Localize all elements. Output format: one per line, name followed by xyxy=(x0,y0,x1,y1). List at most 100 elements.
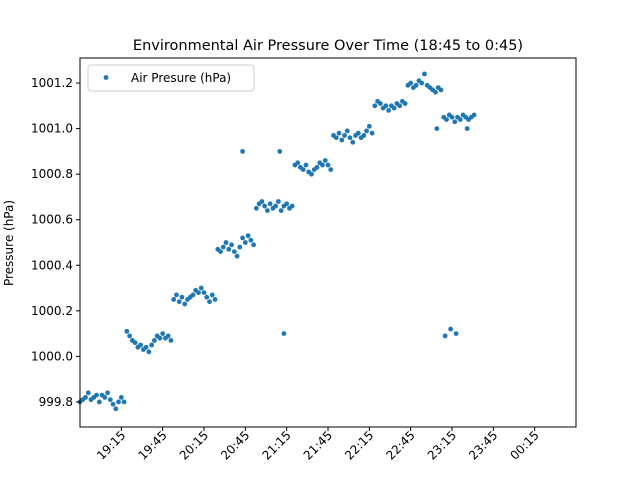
data-point xyxy=(471,112,477,118)
data-point xyxy=(242,240,248,245)
data-point xyxy=(372,103,378,109)
data-point xyxy=(262,203,268,209)
legend-marker xyxy=(103,75,109,80)
data-point xyxy=(204,294,210,300)
data-point xyxy=(179,294,185,300)
y-tick-label: 1001.0 xyxy=(31,122,73,136)
data-point xyxy=(160,331,166,337)
data-point xyxy=(152,338,157,343)
data-point xyxy=(212,297,218,302)
y-ticks: 999.8 1000.0 1000.2 1000.4 1000.6 1000.8 1001.… xyxy=(31,76,80,409)
data-point xyxy=(157,335,163,341)
data-point xyxy=(448,326,454,332)
data-point xyxy=(438,87,444,93)
data-point xyxy=(300,167,306,173)
data-point xyxy=(190,292,196,298)
data-point xyxy=(146,349,152,355)
data-point xyxy=(322,158,328,163)
data-point xyxy=(196,290,201,296)
data-point xyxy=(174,292,179,298)
legend-entry-label: Air Presure (hPa) xyxy=(131,71,231,85)
data-point xyxy=(223,240,229,245)
data-point xyxy=(116,399,121,405)
y-axis-label: Pressure (hPa) xyxy=(2,200,16,286)
data-point xyxy=(127,333,132,339)
data-point xyxy=(397,103,403,109)
data-point xyxy=(419,80,425,86)
data-point xyxy=(434,126,440,132)
data-point xyxy=(231,249,237,255)
data-point xyxy=(251,242,256,248)
legend-box xyxy=(87,64,255,92)
legend: Air Presure (hPa) xyxy=(87,64,255,92)
data-point xyxy=(138,342,144,348)
y-tick-label: 1000.8 xyxy=(31,167,73,181)
data-point xyxy=(83,394,88,400)
data-point xyxy=(165,333,171,339)
data-point xyxy=(328,167,334,173)
chart-title: Environmental Air Pressure Over Time (18… xyxy=(133,38,523,54)
data-point xyxy=(198,285,204,291)
data-point xyxy=(391,105,397,111)
data-point xyxy=(277,148,283,154)
data-point xyxy=(85,390,91,396)
data-point xyxy=(240,148,245,154)
data-point xyxy=(369,130,375,136)
data-point xyxy=(325,162,331,168)
data-point xyxy=(344,128,350,134)
data-point xyxy=(355,130,361,136)
data-point xyxy=(386,107,392,113)
data-point xyxy=(182,301,188,307)
data-point xyxy=(273,203,279,209)
data-point xyxy=(347,135,353,141)
data-point xyxy=(383,103,389,109)
data-points-layer xyxy=(77,71,477,412)
data-point xyxy=(132,340,138,346)
data-point xyxy=(168,338,174,343)
data-point xyxy=(253,205,259,211)
data-point xyxy=(422,71,427,77)
data-point xyxy=(320,162,325,168)
data-point xyxy=(303,162,309,168)
data-point xyxy=(220,244,226,250)
data-point xyxy=(284,201,290,207)
data-point xyxy=(207,299,212,305)
data-point xyxy=(377,101,383,106)
y-tick-label: 1000.6 xyxy=(31,213,73,227)
data-point xyxy=(240,235,245,241)
data-point xyxy=(295,160,301,166)
data-point xyxy=(464,126,470,132)
data-point xyxy=(276,199,281,204)
data-point xyxy=(201,290,207,296)
data-point xyxy=(209,292,215,298)
data-point xyxy=(124,328,130,334)
data-point xyxy=(333,135,339,141)
data-point xyxy=(226,246,232,252)
data-point xyxy=(102,394,108,400)
data-point xyxy=(366,123,372,129)
data-point xyxy=(237,244,243,250)
data-point xyxy=(314,164,320,170)
data-point xyxy=(113,406,119,412)
data-point xyxy=(176,299,182,305)
data-point xyxy=(234,253,240,259)
data-point xyxy=(402,101,408,106)
data-point xyxy=(433,89,438,95)
y-tick-label: 1000.0 xyxy=(31,349,73,363)
y-tick-label: 1000.4 xyxy=(31,258,73,272)
data-point xyxy=(94,392,99,398)
data-point xyxy=(342,133,347,138)
y-tick-label: 1001.2 xyxy=(31,76,73,90)
data-point xyxy=(218,249,223,255)
data-point xyxy=(444,117,449,122)
data-point xyxy=(449,114,455,120)
data-point xyxy=(336,130,342,136)
data-point xyxy=(171,297,177,302)
data-point xyxy=(118,394,124,400)
data-point xyxy=(259,199,265,204)
data-point xyxy=(278,208,284,214)
data-point xyxy=(110,401,116,407)
data-point xyxy=(339,137,345,143)
data-point xyxy=(248,237,254,243)
data-point xyxy=(121,399,127,405)
